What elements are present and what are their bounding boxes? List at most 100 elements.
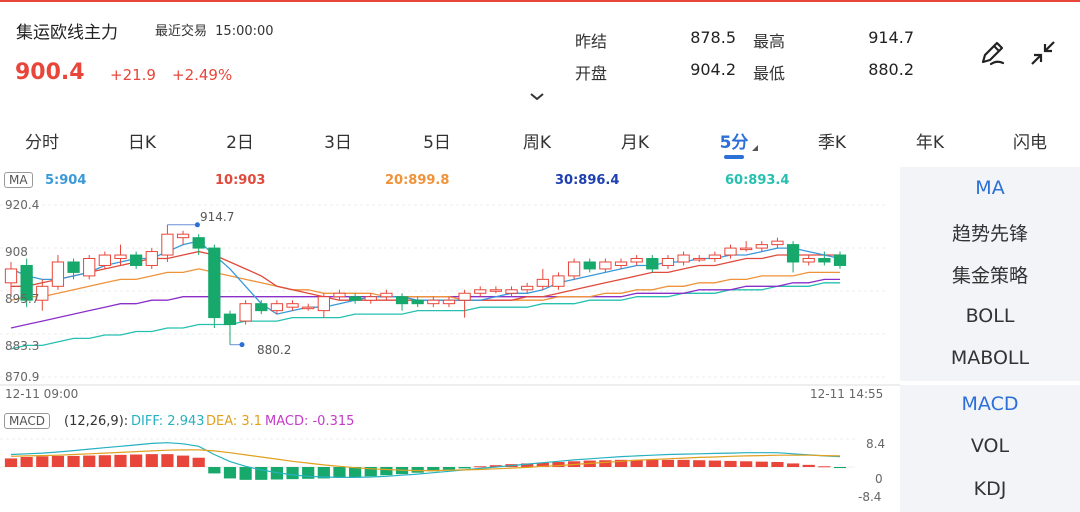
candle-body-11	[176, 233, 190, 239]
macd-bar-42	[661, 459, 675, 467]
price-axis-mid1: 908	[5, 245, 28, 259]
ma20-line	[10, 268, 840, 301]
candle-body-28	[442, 299, 456, 305]
macd-bar-0	[4, 458, 18, 467]
candle-body-23	[364, 296, 377, 301]
pen-icon[interactable]	[975, 36, 1009, 70]
candle-body-6	[98, 254, 111, 266]
candle-body-46	[724, 247, 737, 256]
tab-8[interactable]: 季K	[817, 133, 847, 153]
ma-indicator-tag[interactable]: MA	[4, 172, 33, 188]
candle-body-32	[505, 289, 518, 294]
tab-0[interactable]: 分时	[25, 133, 59, 153]
macd-params: (12,26,9):	[64, 414, 129, 429]
candle-body-30	[474, 289, 487, 294]
candle-body-26	[411, 299, 424, 305]
side-sub-indicator-1[interactable]: VOL	[970, 435, 1010, 457]
candle-body-8	[130, 254, 143, 266]
last-trade-label: 最近交易	[155, 24, 208, 39]
macd-bar-44	[693, 460, 706, 467]
candle-body-53	[833, 254, 847, 266]
macd-bar-41	[646, 459, 659, 467]
macd-bar-39	[614, 459, 628, 467]
price-axis-bottom: 870.9	[5, 370, 40, 384]
macd-diff-line	[10, 442, 841, 478]
candle-body-29	[458, 292, 471, 301]
candle-body-18	[286, 303, 299, 308]
candle-body-0	[4, 268, 18, 284]
macd-bar-28	[442, 467, 456, 470]
ma30-value: 30:896.4	[555, 173, 620, 188]
candle-body-43	[677, 254, 690, 263]
candle-body-14	[223, 313, 237, 326]
candle-body-37	[583, 261, 596, 270]
candle-body-15	[239, 303, 252, 322]
high-value: 914.7	[868, 28, 914, 47]
tab-6[interactable]: 月K	[620, 133, 650, 153]
macd-diff: DIFF: 2.943	[131, 414, 205, 429]
macd-bar-21	[333, 467, 346, 478]
candle-body-16	[255, 303, 268, 312]
candle-body-45	[708, 254, 721, 260]
last-trade-info: 最近交易 15:00:00	[155, 20, 274, 39]
macd-bar-4	[67, 455, 80, 467]
tab-5[interactable]: 周K	[522, 133, 552, 153]
side-indicator-0[interactable]: MA	[975, 177, 1005, 199]
shrink-icon[interactable]	[1026, 36, 1060, 70]
tab-3[interactable]: 3日	[324, 133, 352, 153]
kline-chart-area[interactable]	[0, 167, 900, 512]
tab-7[interactable]: 5分	[719, 133, 749, 153]
macd-bar-10	[161, 454, 174, 467]
ma60-value: 60:893.4	[725, 173, 790, 188]
open-value: 904.2	[690, 60, 736, 79]
macd-bar-33	[521, 463, 534, 467]
macd-bar-27	[427, 467, 440, 472]
side-indicator-3[interactable]: BOLL	[965, 305, 1015, 327]
macd-bar-23	[364, 467, 377, 477]
prev-close-value: 878.5	[690, 28, 736, 47]
candle-body-4	[67, 261, 80, 273]
price-change: +21.9	[110, 66, 156, 84]
side-indicator-1[interactable]: 趋势先锋	[951, 223, 1028, 245]
side-sub-indicator-2[interactable]: KDJ	[973, 478, 1007, 500]
candle-body-36	[567, 261, 581, 277]
candle-body-41	[646, 258, 659, 270]
price-axis-mid3: 883.3	[5, 339, 40, 353]
tab-10[interactable]: 闪电	[1013, 133, 1047, 153]
macd-bar-8	[130, 454, 143, 467]
side-indicator-2[interactable]: 集金策略	[951, 265, 1028, 287]
macd-bar-38	[599, 460, 612, 467]
candle-body-5	[83, 258, 96, 277]
active-tab-underline	[724, 155, 744, 159]
candle-body-12	[192, 237, 205, 249]
candle-body-1	[20, 264, 33, 301]
chevron-down-icon[interactable]	[528, 88, 546, 101]
macd-indicator-tag[interactable]: MACD	[4, 413, 50, 429]
macd-value: MACD: -0.315	[265, 414, 355, 429]
macd-bar-19	[302, 467, 315, 479]
time-axis-end: 12-11 14:55	[810, 387, 884, 401]
macd-bar-22	[349, 467, 362, 477]
macd-bar-20	[317, 467, 330, 479]
tab-2[interactable]: 2日	[226, 133, 254, 153]
candle-body-51	[802, 258, 815, 263]
candle-body-47	[740, 247, 753, 251]
tab-9[interactable]: 年K	[915, 133, 945, 153]
tab-4[interactable]: 5日	[423, 133, 451, 153]
macd-bar-40	[630, 459, 643, 467]
macd-bar-14	[223, 467, 237, 479]
candle-body-33	[521, 285, 534, 291]
candle-body-50	[786, 244, 800, 263]
price-axis-mid2: 895.7	[5, 292, 40, 306]
tab-1[interactable]: 日K	[127, 133, 157, 153]
top-accent-line	[0, 0, 1080, 2]
tab-dropdown-indicator[interactable]	[752, 145, 758, 151]
current-price: 900.4	[15, 60, 85, 85]
price-axis-top: 920.4	[5, 198, 40, 212]
side-sub-indicator-0[interactable]: MACD	[961, 393, 1019, 415]
kline-chart-svg[interactable]	[0, 167, 900, 512]
candle-body-27	[427, 299, 440, 305]
side-indicator-4[interactable]: MABOLL	[950, 347, 1030, 369]
macd-axis-top: 8.4	[866, 437, 886, 451]
candle-body-38	[599, 261, 612, 270]
